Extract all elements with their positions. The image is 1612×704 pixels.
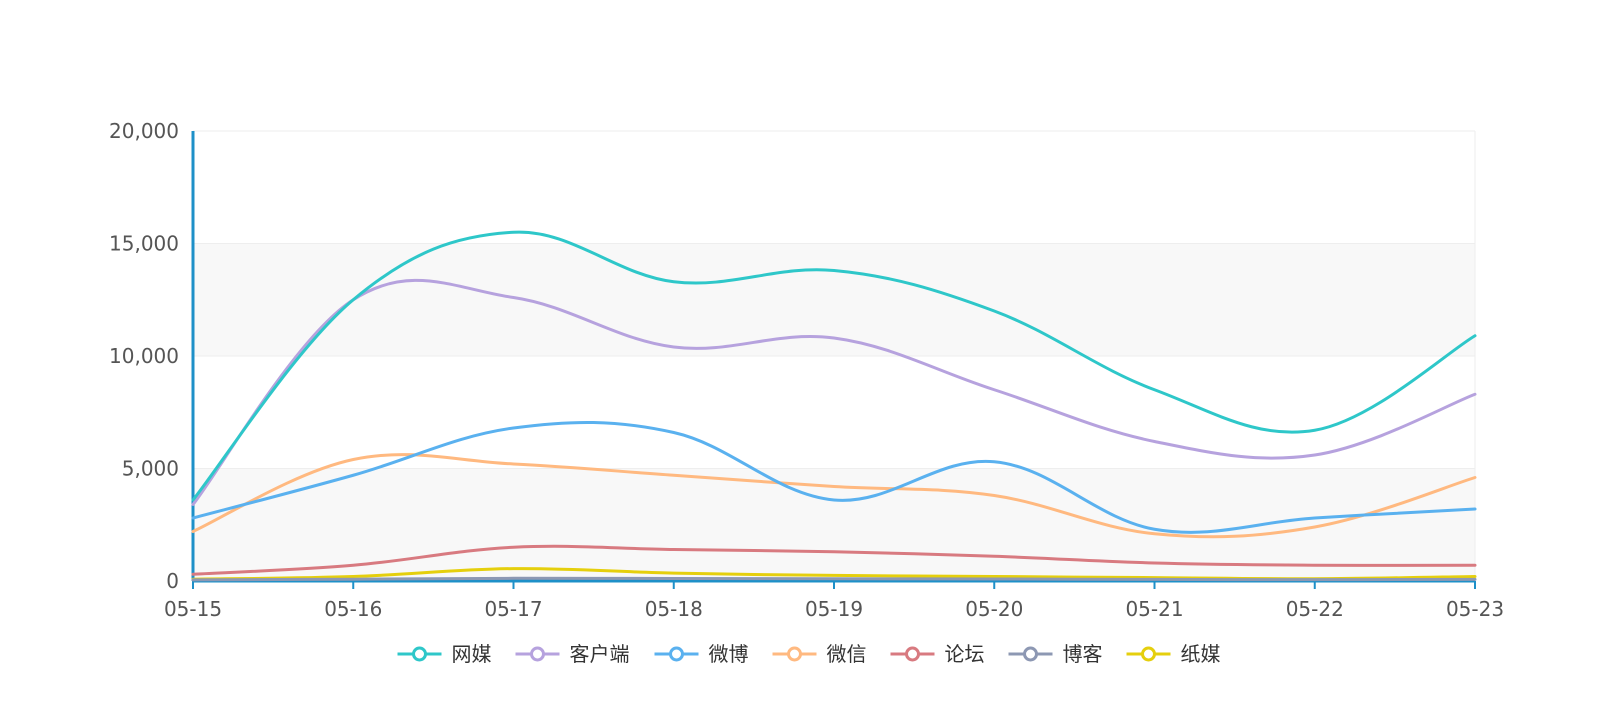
legend-item[interactable]: 客户端 <box>515 642 630 666</box>
x-tick-label: 05-18 <box>645 597 703 621</box>
legend-item[interactable]: 论坛 <box>890 642 985 666</box>
x-tick-label: 05-23 <box>1446 597 1504 621</box>
series-line-1[interactable] <box>191 279 1477 506</box>
x-tick-label: 05-17 <box>484 597 542 621</box>
legend-label: 客户端 <box>570 642 630 666</box>
legend-label: 网媒 <box>452 642 492 666</box>
y-tick-label: 5,000 <box>122 457 179 481</box>
series-line-4[interactable] <box>191 544 1477 576</box>
x-tick-label: 05-21 <box>1125 597 1183 621</box>
legend-label: 纸媒 <box>1181 642 1221 666</box>
legend-marker-circle <box>530 646 545 662</box>
legend-marker-circle <box>1141 646 1156 662</box>
y-axis: 0 5,000 10,000 15,000 20,000 <box>109 119 195 593</box>
legend-label: 微信 <box>827 642 867 666</box>
legend-item[interactable]: 微博 <box>654 642 749 666</box>
series-line-3[interactable] <box>191 453 1477 539</box>
series-lines <box>191 230 1477 582</box>
legend-marker-circle <box>669 646 684 662</box>
legend-marker-circle <box>905 646 920 662</box>
legend-label: 微博 <box>709 642 749 666</box>
legend-label: 博客 <box>1063 642 1103 666</box>
y-tick-label: 15,000 <box>109 232 179 256</box>
legend-marker-circle <box>1023 646 1038 662</box>
x-tick-label: 05-22 <box>1286 597 1344 621</box>
series-line-0[interactable] <box>191 230 1477 502</box>
y-tick-label: 10,000 <box>109 344 179 368</box>
x-tick-label: 05-19 <box>805 597 863 621</box>
x-tick-label: 05-20 <box>965 597 1023 621</box>
legend-item[interactable]: 网媒 <box>397 642 492 666</box>
series-line-5[interactable] <box>191 576 1477 582</box>
legend-label: 论坛 <box>945 642 985 666</box>
grid-band <box>193 356 1475 469</box>
x-tick-label: 05-16 <box>324 597 382 621</box>
series-line-2[interactable] <box>191 420 1477 534</box>
y-tick-label: 0 <box>166 569 179 593</box>
legend-item[interactable]: 博客 <box>1008 642 1103 666</box>
y-tick-label: 20,000 <box>109 119 179 143</box>
legend-marker-circle <box>412 646 427 662</box>
legend: 网媒 客户端 微博 微信 论坛 博客 纸媒 <box>397 642 1221 666</box>
x-tick-label: 05-15 <box>164 597 222 621</box>
grid-band <box>193 131 1475 244</box>
legend-item[interactable]: 纸媒 <box>1126 642 1221 666</box>
legend-marker-circle <box>787 646 802 662</box>
x-axis: 05-15 05-16 05-17 05-18 05-19 05-20 05-21 05-22… <box>164 579 1504 621</box>
legend-item[interactable]: 微信 <box>772 642 867 666</box>
